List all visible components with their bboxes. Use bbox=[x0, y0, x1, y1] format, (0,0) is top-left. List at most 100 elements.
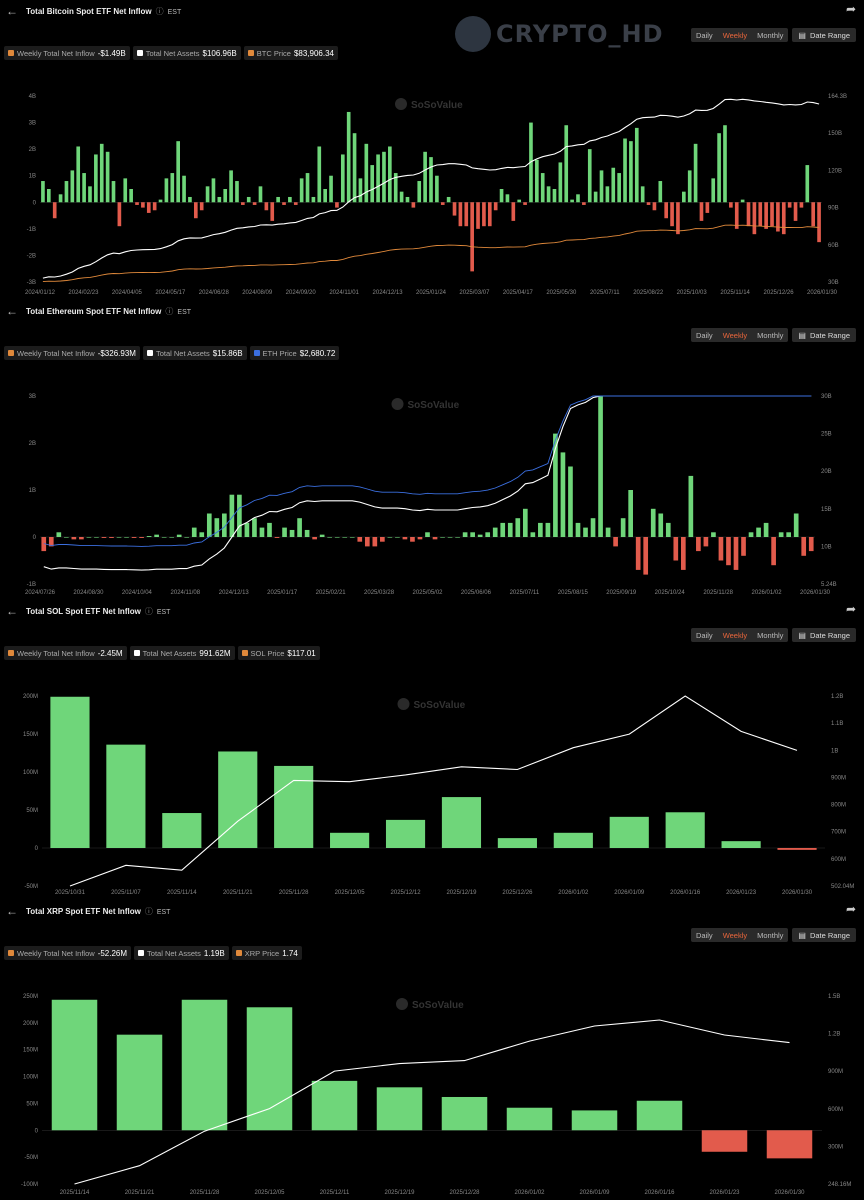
inflow-bar[interactable] bbox=[86, 537, 92, 538]
inflow-bar[interactable] bbox=[131, 537, 137, 538]
inflow-bar[interactable] bbox=[676, 202, 680, 235]
inflow-bar[interactable] bbox=[154, 534, 159, 537]
info-icon[interactable]: ⓘ bbox=[155, 7, 164, 16]
inflow-bar[interactable] bbox=[252, 518, 257, 537]
inflow-bar[interactable] bbox=[246, 196, 251, 203]
interval-monthly-button[interactable]: Monthly bbox=[757, 330, 784, 340]
inflow-bar[interactable] bbox=[206, 513, 212, 538]
inflow-bar[interactable] bbox=[570, 199, 574, 203]
interval-monthly-button[interactable]: Monthly bbox=[757, 930, 784, 940]
inflow-bar[interactable] bbox=[176, 534, 182, 537]
inflow-bar[interactable] bbox=[329, 175, 333, 203]
inflow-bar[interactable] bbox=[726, 537, 731, 566]
inflow-bar[interactable] bbox=[188, 196, 192, 203]
inflow-bar[interactable] bbox=[673, 537, 679, 561]
legend-item[interactable]: Total Net Assets 1.19B bbox=[134, 946, 229, 960]
inflow-bar[interactable] bbox=[440, 537, 445, 538]
interval-weekly-button[interactable]: Weekly bbox=[722, 630, 748, 640]
inflow-bar[interactable] bbox=[393, 173, 398, 203]
inflow-bar[interactable] bbox=[665, 522, 671, 537]
inflow-bar[interactable] bbox=[417, 181, 422, 203]
legend-item[interactable]: Weekly Total Net Inflow -$326.93M bbox=[4, 346, 140, 360]
inflow-bar[interactable] bbox=[289, 529, 295, 537]
date-range-button[interactable]: ▤ Date Range bbox=[792, 928, 856, 942]
inflow-bar[interactable] bbox=[370, 165, 375, 203]
inflow-bar[interactable] bbox=[517, 199, 522, 203]
legend-item[interactable]: ETH Price $2,680.72 bbox=[249, 346, 340, 360]
inflow-bar[interactable] bbox=[111, 181, 116, 203]
inflow-bar[interactable] bbox=[388, 146, 392, 203]
inflow-bar[interactable] bbox=[116, 537, 122, 538]
inflow-bar[interactable] bbox=[758, 202, 763, 227]
inflow-bar[interactable] bbox=[447, 537, 453, 538]
inflow-bar[interactable] bbox=[455, 537, 460, 538]
inflow-bar[interactable] bbox=[41, 181, 45, 203]
inflow-bar[interactable] bbox=[71, 537, 77, 540]
inflow-bar[interactable] bbox=[82, 173, 86, 203]
inflow-bar[interactable] bbox=[485, 532, 491, 537]
share-icon[interactable]: ➦ bbox=[845, 902, 856, 916]
inflow-bar[interactable] bbox=[152, 202, 157, 211]
inflow-bar[interactable] bbox=[670, 202, 674, 227]
interval-daily-button[interactable]: Daily bbox=[696, 30, 713, 40]
inflow-bar[interactable] bbox=[429, 157, 433, 203]
inflow-bar[interactable] bbox=[109, 537, 114, 538]
inflow-bar[interactable] bbox=[352, 133, 357, 203]
inflow-bar[interactable] bbox=[235, 181, 239, 203]
inflow-bar[interactable] bbox=[801, 537, 807, 556]
inflow-bar[interactable] bbox=[395, 537, 400, 538]
inflow-bar[interactable] bbox=[76, 146, 81, 203]
inflow-bar[interactable] bbox=[446, 196, 451, 203]
inflow-bar[interactable] bbox=[158, 199, 163, 203]
inflow-bar[interactable] bbox=[664, 202, 669, 219]
inflow-bar[interactable] bbox=[680, 537, 686, 570]
inflow-bar[interactable] bbox=[482, 202, 486, 227]
inflow-bar[interactable] bbox=[629, 141, 633, 203]
inflow-bar[interactable] bbox=[545, 522, 551, 537]
inflow-bar[interactable] bbox=[776, 202, 780, 232]
inflow-bar[interactable] bbox=[319, 534, 325, 537]
inflow-bar[interactable] bbox=[538, 522, 543, 537]
inflow-bar[interactable] bbox=[590, 518, 596, 537]
inflow-bar[interactable] bbox=[476, 202, 480, 229]
legend-item[interactable]: Weekly Total Net Inflow -52.26M bbox=[4, 946, 132, 960]
inflow-bar[interactable] bbox=[564, 125, 569, 203]
inflow-bar[interactable] bbox=[511, 202, 516, 221]
inflow-bar[interactable] bbox=[688, 475, 694, 537]
inflow-bar[interactable] bbox=[817, 202, 821, 243]
inflow-bar[interactable] bbox=[94, 154, 98, 203]
inflow-bar[interactable] bbox=[646, 202, 651, 205]
back-arrow-icon[interactable]: ← bbox=[6, 604, 18, 618]
inflow-bar[interactable] bbox=[164, 178, 169, 203]
inflow-bar[interactable] bbox=[364, 143, 369, 203]
inflow-bar[interactable] bbox=[598, 396, 603, 537]
inflow-bar[interactable] bbox=[288, 196, 292, 203]
inflow-bar[interactable] bbox=[304, 529, 310, 537]
inflow-bar[interactable] bbox=[274, 537, 280, 538]
inflow-bar[interactable] bbox=[184, 537, 190, 538]
inflow-bar[interactable] bbox=[169, 537, 175, 538]
inflow-bar[interactable] bbox=[771, 537, 776, 566]
inflow-bar[interactable] bbox=[729, 202, 733, 208]
inflow-bar[interactable] bbox=[79, 537, 84, 540]
legend-item[interactable]: SOL Price $117.01 bbox=[237, 646, 320, 660]
inflow-bar[interactable] bbox=[364, 537, 370, 547]
inflow-bar[interactable] bbox=[258, 186, 263, 203]
inflow-bar[interactable] bbox=[382, 151, 386, 203]
inflow-bar[interactable] bbox=[793, 513, 799, 538]
inflow-bar[interactable] bbox=[259, 527, 265, 537]
legend-item[interactable]: BTC Price $83,906.34 bbox=[243, 46, 338, 60]
inflow-bar[interactable] bbox=[628, 490, 633, 537]
inflow-bar[interactable] bbox=[334, 537, 340, 538]
inflow-bar[interactable] bbox=[229, 170, 233, 203]
inflow-bar[interactable] bbox=[711, 532, 716, 537]
inflow-bar[interactable] bbox=[497, 838, 537, 848]
legend-item[interactable]: XRP Price 1.74 bbox=[231, 946, 302, 960]
inflow-bar[interactable] bbox=[605, 527, 611, 537]
inflow-bar[interactable] bbox=[613, 537, 618, 547]
inflow-bar[interactable] bbox=[276, 196, 280, 203]
inflow-bar[interactable] bbox=[464, 202, 469, 227]
inflow-bar[interactable] bbox=[756, 527, 761, 537]
date-range-button[interactable]: ▤ Date Range bbox=[792, 328, 856, 342]
inflow-bar[interactable] bbox=[342, 537, 348, 538]
